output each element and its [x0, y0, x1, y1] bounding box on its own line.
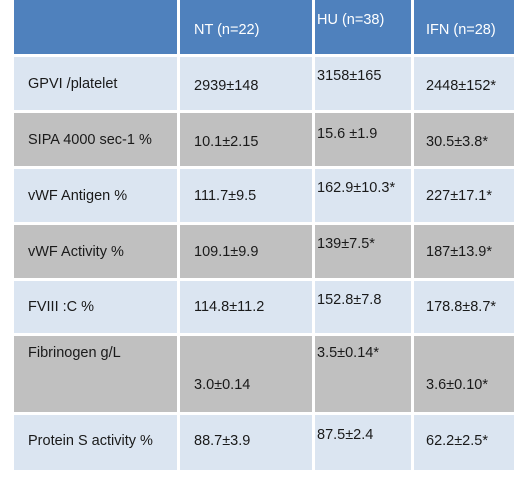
- row-gpvi-ifn-cell: 2448±152*: [414, 57, 514, 110]
- row-fibrinogen-hu-cell: 3.5±0.14*: [315, 336, 411, 412]
- row-vwf-activity-label-cell: vWF Activity %: [14, 225, 177, 278]
- row-label: Protein S activity %: [28, 433, 153, 449]
- row-sipa-nt-cell: 10.1±2.15: [180, 113, 312, 166]
- row-label: vWF Antigen %: [28, 188, 128, 204]
- table-cell: 15.6 ±1.9: [317, 126, 378, 142]
- table-cell: 88.7±3.9: [194, 433, 251, 449]
- row-fibrinogen-label-cell: Fibrinogen g/L: [14, 336, 177, 412]
- table-cell: 187±13.9*: [426, 244, 493, 260]
- row-vwf-antigen-nt-cell: 111.7±9.5: [180, 169, 312, 222]
- header-hu-label: HU (n=38): [317, 12, 385, 28]
- header-nt: NT (n=22): [180, 0, 312, 54]
- row-sipa-label-cell: SIPA 4000 sec-1 %: [14, 113, 177, 166]
- row-fviii-nt-cell: 114.8±11.2: [180, 281, 312, 333]
- table-cell: 3.6±0.10*: [426, 377, 488, 393]
- table-cell: 87.5±2.4: [317, 427, 374, 443]
- row-fviii-hu-cell: 152.8±7.8: [315, 281, 411, 333]
- header-empty-cell: [14, 0, 177, 54]
- row-vwf-antigen-label-cell: vWF Antigen %: [14, 169, 177, 222]
- row-sipa-hu-cell: 15.6 ±1.9: [315, 113, 411, 166]
- data-table: NT (n=22) HU (n=38) IFN (n=28) GPVI /pla…: [14, 0, 514, 470]
- row-label: vWF Activity %: [28, 244, 124, 260]
- table-cell: 30.5±3.8*: [426, 134, 488, 150]
- row-protein-s-hu-cell: 87.5±2.4: [315, 415, 411, 470]
- row-protein-s-ifn-cell: 62.2±2.5*: [414, 415, 514, 470]
- row-label: FVIII :C %: [28, 299, 95, 315]
- table-cell: 111.7±9.5: [194, 188, 257, 204]
- row-gpvi-nt-cell: 2939±148: [180, 57, 312, 110]
- header-hu: HU (n=38): [315, 0, 411, 54]
- row-vwf-activity-nt-cell: 109.1±9.9: [180, 225, 312, 278]
- table-cell: 3.0±0.14: [194, 377, 251, 393]
- row-gpvi-hu-cell: 3158±165: [315, 57, 411, 110]
- row-label: Fibrinogen g/L: [28, 345, 121, 361]
- row-gpvi-label-cell: GPVI /platelet: [14, 57, 177, 110]
- table-cell: 139±7.5*: [317, 236, 375, 252]
- row-fviii-ifn-cell: 178.8±8.7*: [414, 281, 514, 333]
- row-vwf-antigen-hu-cell: 162.9±10.3*: [315, 169, 411, 222]
- row-vwf-activity-ifn-cell: 187±13.9*: [414, 225, 514, 278]
- table-cell: 10.1±2.15: [194, 134, 259, 150]
- table-cell: 3.5±0.14*: [317, 345, 379, 361]
- row-label: SIPA 4000 sec-1 %: [28, 132, 152, 148]
- row-sipa-ifn-cell: 30.5±3.8*: [414, 113, 514, 166]
- row-fviii-label-cell: FVIII :C %: [14, 281, 177, 333]
- row-vwf-antigen-ifn-cell: 227±17.1*: [414, 169, 514, 222]
- table-cell: 227±17.1*: [426, 188, 493, 204]
- table-cell: 152.8±7.8: [317, 292, 382, 308]
- row-protein-s-label-cell: Protein S activity %: [14, 415, 177, 470]
- table-cell: 2448±152*: [426, 78, 497, 94]
- table-cell: 178.8±8.7*: [426, 299, 497, 315]
- header-ifn-label: IFN (n=28): [426, 22, 496, 38]
- header-ifn: IFN (n=28): [414, 0, 514, 54]
- table-cell: 109.1±9.9: [194, 244, 259, 260]
- table-cell: 62.2±2.5*: [426, 433, 488, 449]
- row-label: GPVI /platelet: [28, 76, 118, 92]
- table-cell: 2939±148: [194, 78, 259, 94]
- table-cell: 162.9±10.3*: [317, 180, 396, 196]
- table-cell: 114.8±11.2: [194, 299, 265, 315]
- row-fibrinogen-nt-cell: 3.0±0.14: [180, 336, 312, 412]
- header-nt-label: NT (n=22): [194, 22, 260, 38]
- table-cell: 3158±165: [317, 68, 382, 84]
- row-vwf-activity-hu-cell: 139±7.5*: [315, 225, 411, 278]
- row-protein-s-nt-cell: 88.7±3.9: [180, 415, 312, 470]
- row-fibrinogen-ifn-cell: 3.6±0.10*: [414, 336, 514, 412]
